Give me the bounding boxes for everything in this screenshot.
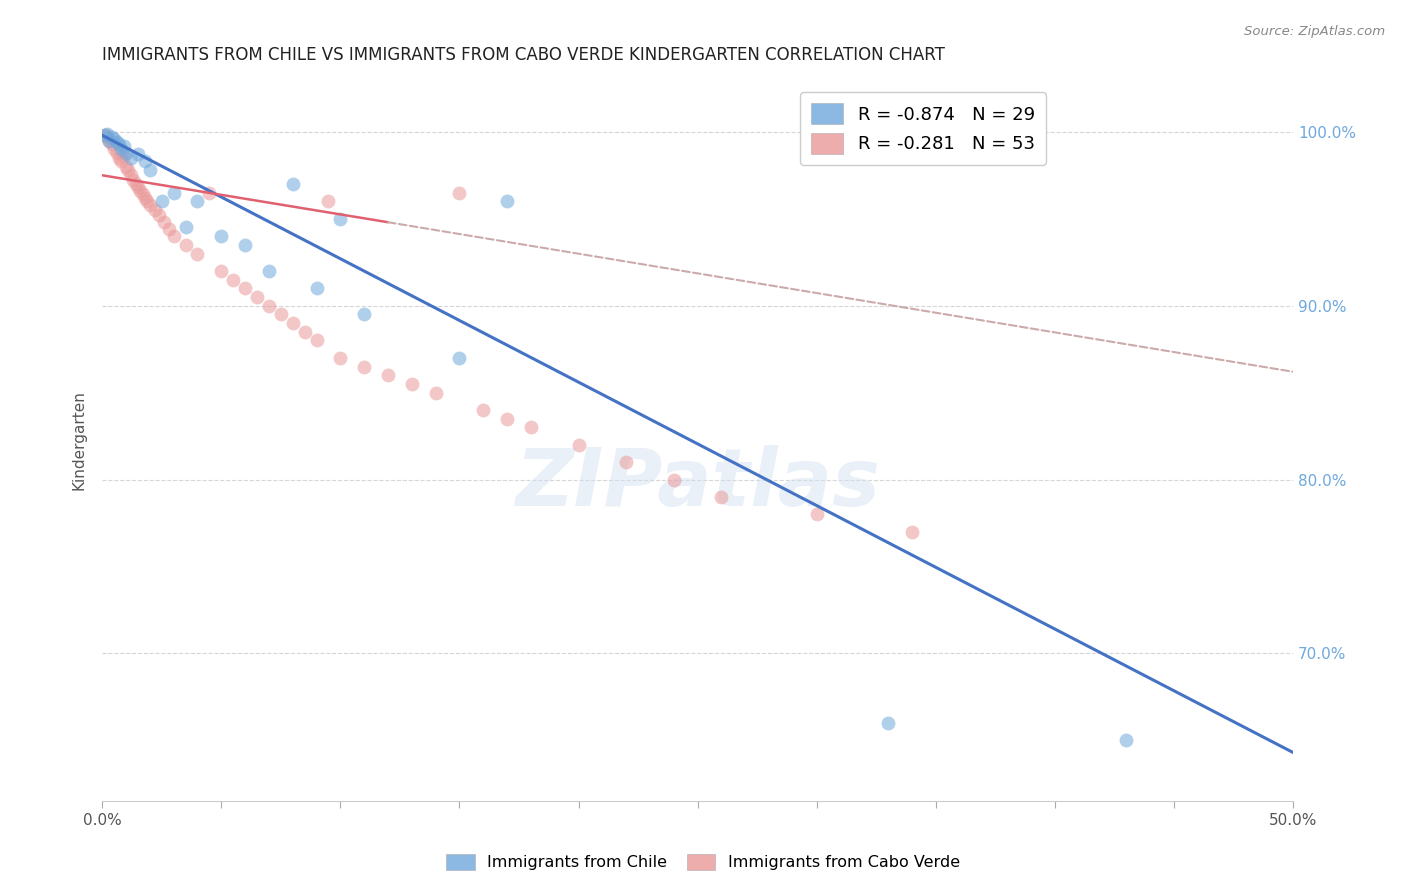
Legend: R = -0.874   N = 29, R = -0.281   N = 53: R = -0.874 N = 29, R = -0.281 N = 53 — [800, 92, 1046, 165]
Point — [134, 154, 156, 169]
Point — [143, 202, 166, 217]
Point — [377, 368, 399, 383]
Point — [150, 194, 173, 209]
Point — [110, 154, 132, 169]
Point — [353, 359, 375, 374]
Point — [257, 299, 280, 313]
Text: IMMIGRANTS FROM CHILE VS IMMIGRANTS FROM CABO VERDE KINDERGARTEN CORRELATION CHA: IMMIGRANTS FROM CHILE VS IMMIGRANTS FROM… — [103, 46, 945, 64]
Point — [901, 524, 924, 539]
Point — [100, 136, 122, 151]
Point — [209, 264, 232, 278]
Point — [425, 385, 447, 400]
Point — [129, 184, 152, 198]
Point — [614, 455, 637, 469]
Point — [281, 177, 304, 191]
Point — [134, 191, 156, 205]
Y-axis label: Kindergarten: Kindergarten — [72, 391, 86, 491]
Point — [108, 136, 131, 151]
Point — [186, 194, 208, 209]
Point — [270, 307, 292, 321]
Point — [449, 186, 471, 200]
Point — [496, 411, 519, 425]
Point — [117, 163, 139, 178]
Point — [136, 194, 159, 209]
Text: ZIPatlas: ZIPatlas — [515, 445, 880, 523]
Point — [139, 198, 162, 212]
Point — [174, 220, 197, 235]
Point — [662, 473, 685, 487]
Point — [472, 403, 495, 417]
Point — [401, 376, 423, 391]
Point — [120, 169, 142, 183]
Point — [153, 215, 176, 229]
Point — [122, 173, 145, 187]
Point — [124, 177, 146, 191]
Point — [112, 138, 135, 153]
Point — [710, 490, 733, 504]
Point — [806, 508, 828, 522]
Point — [105, 145, 128, 160]
Point — [96, 130, 118, 145]
Point — [198, 186, 221, 200]
Point — [93, 128, 115, 143]
Point — [329, 351, 352, 365]
Point — [222, 272, 245, 286]
Point — [127, 147, 149, 161]
Point — [305, 281, 328, 295]
Point — [120, 151, 142, 165]
Point — [115, 145, 138, 160]
Point — [496, 194, 519, 209]
Point — [329, 211, 352, 226]
Point — [294, 325, 316, 339]
Point — [127, 180, 149, 194]
Point — [131, 187, 153, 202]
Point — [103, 132, 125, 146]
Point — [105, 135, 128, 149]
Legend: Immigrants from Chile, Immigrants from Cabo Verde: Immigrants from Chile, Immigrants from C… — [440, 847, 966, 877]
Point — [163, 229, 186, 244]
Point — [520, 420, 543, 434]
Point — [567, 438, 589, 452]
Point — [163, 186, 186, 200]
Point — [93, 128, 115, 143]
Point — [318, 194, 340, 209]
Point — [281, 316, 304, 330]
Point — [112, 149, 135, 163]
Point — [108, 151, 131, 165]
Point — [157, 222, 180, 236]
Point — [174, 237, 197, 252]
Point — [186, 246, 208, 260]
Point — [98, 134, 121, 148]
Text: Source: ZipAtlas.com: Source: ZipAtlas.com — [1244, 25, 1385, 38]
Point — [233, 281, 256, 295]
Point — [209, 229, 232, 244]
Point — [103, 142, 125, 156]
Point — [96, 127, 118, 141]
Point — [115, 160, 138, 174]
Point — [139, 163, 162, 178]
Point — [110, 142, 132, 156]
Point — [449, 351, 471, 365]
Point — [246, 290, 269, 304]
Point — [877, 715, 900, 730]
Point — [100, 130, 122, 145]
Point — [233, 237, 256, 252]
Point — [1115, 733, 1137, 747]
Point — [148, 208, 170, 222]
Point — [257, 264, 280, 278]
Point — [353, 307, 375, 321]
Point — [305, 334, 328, 348]
Point — [98, 134, 121, 148]
